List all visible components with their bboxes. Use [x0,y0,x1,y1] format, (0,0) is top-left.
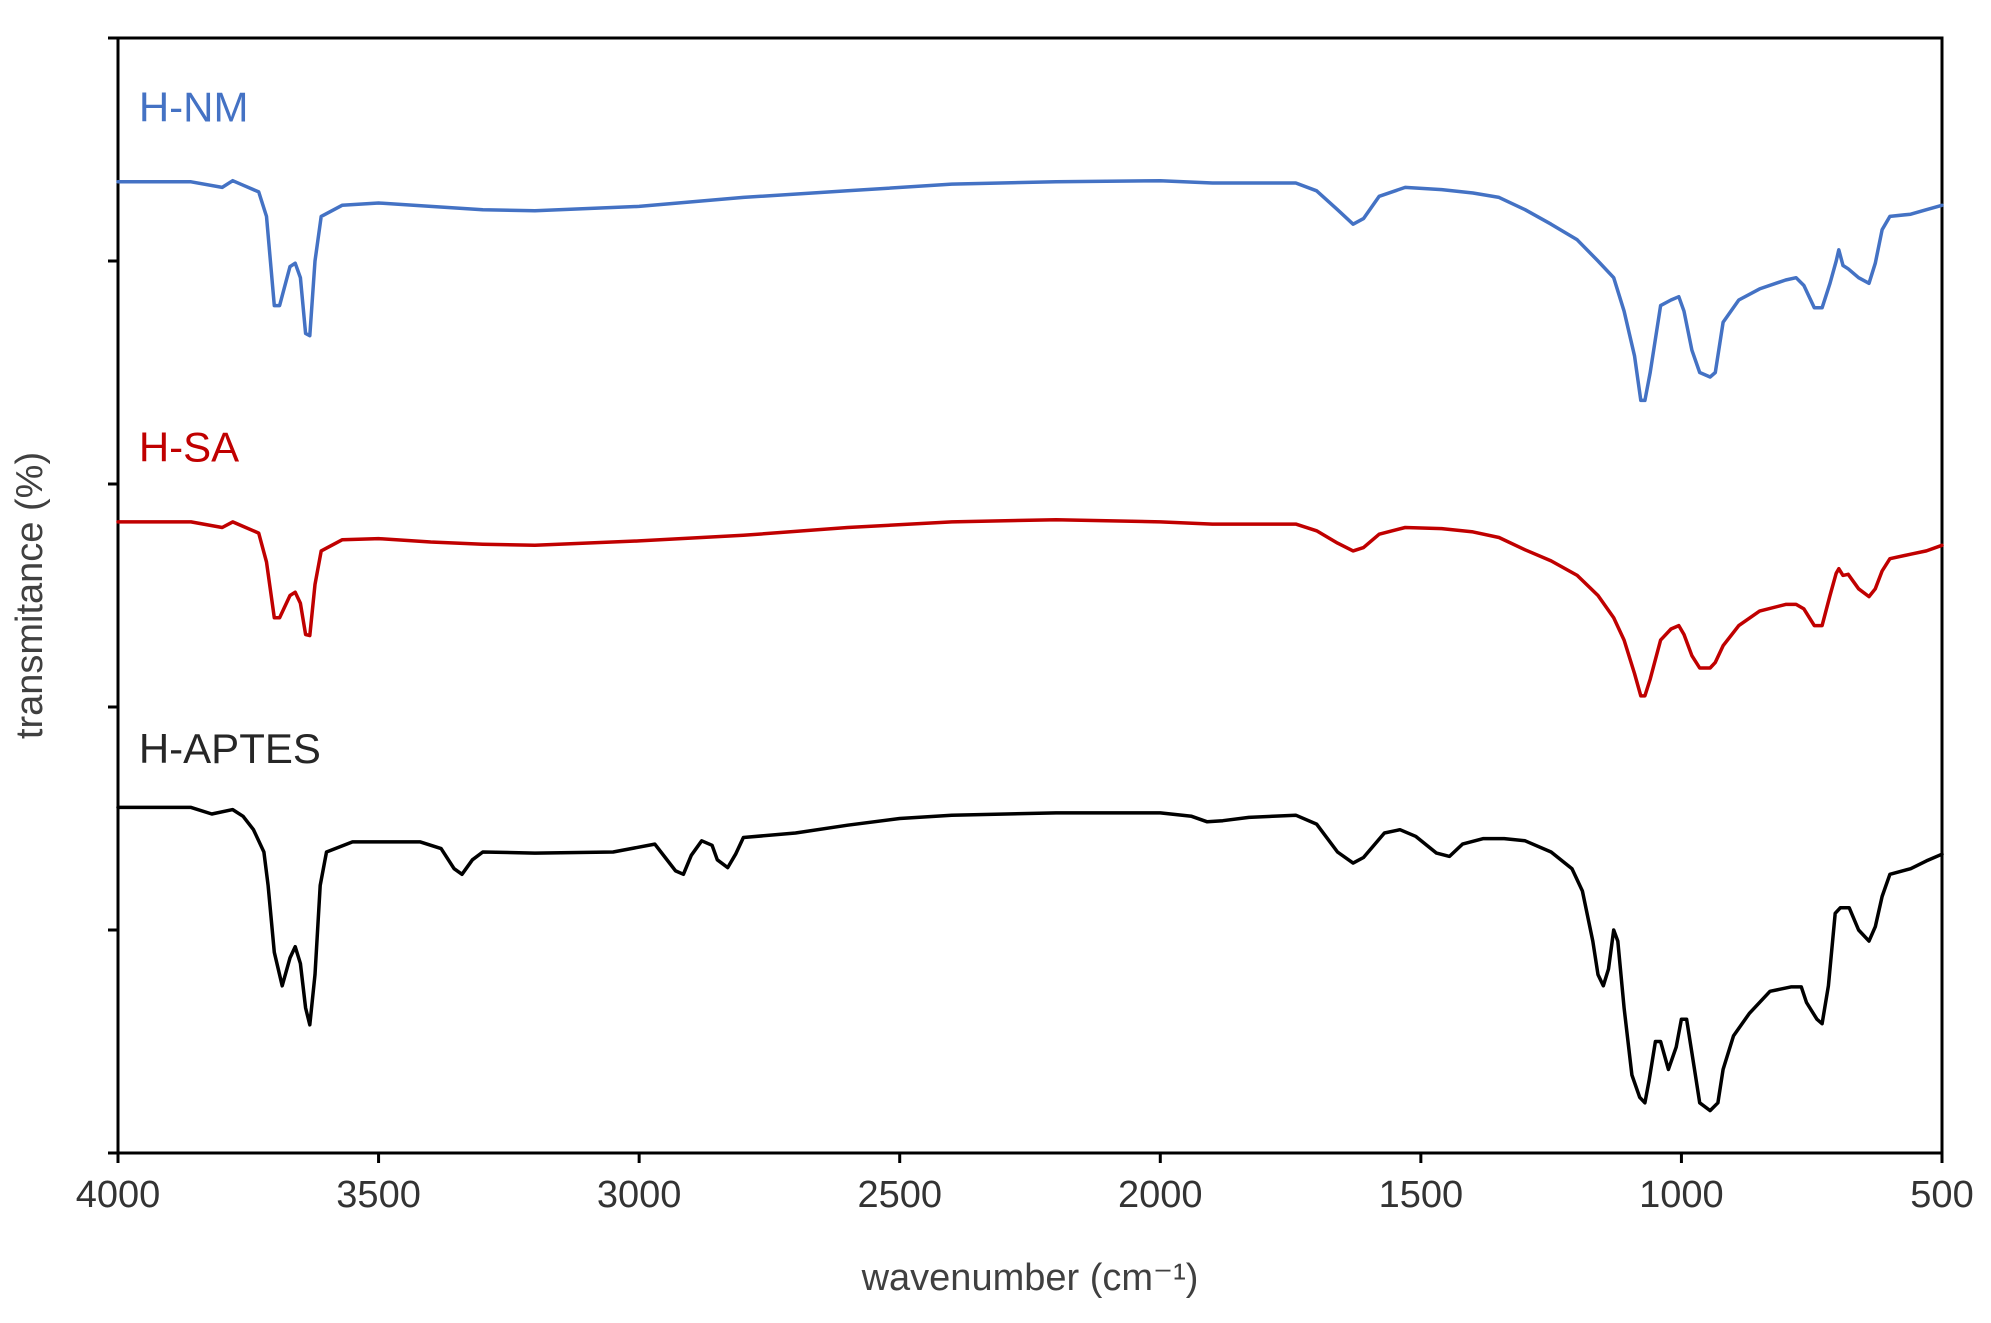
series-label-h-sa: H-SA [139,424,239,471]
series-line-h-nm [116,178,1944,403]
x-axis-title: wavenumber (cm⁻¹) [861,1257,1199,1299]
x-tick-label: 2000 [1118,1174,1203,1216]
series-label-h-aptes: H-APTES [139,725,321,772]
x-tick-label: 4000 [76,1174,161,1216]
x-tick-label: 3000 [597,1174,682,1216]
labels-layer: H-NM H-SA H-APTES [139,84,321,772]
series-label-h-nm: H-NM [139,84,249,131]
series-layer [116,178,1944,1113]
x-tick-label: 1000 [1639,1174,1724,1216]
x-tick-label: 2500 [857,1174,942,1216]
x-tick-label: 3500 [336,1174,421,1216]
axes-layer: 4000 3500 3000 2500 2000 1500 1000 500 [76,36,1974,1216]
x-tick-label: 1500 [1379,1174,1464,1216]
series-line-h-sa [116,517,1944,698]
plot-frame [116,36,1944,1155]
y-axis-title: transmitance (%) [9,452,51,739]
series-line-h-aptes [116,805,1944,1113]
x-tick-label: 500 [1910,1174,1973,1216]
